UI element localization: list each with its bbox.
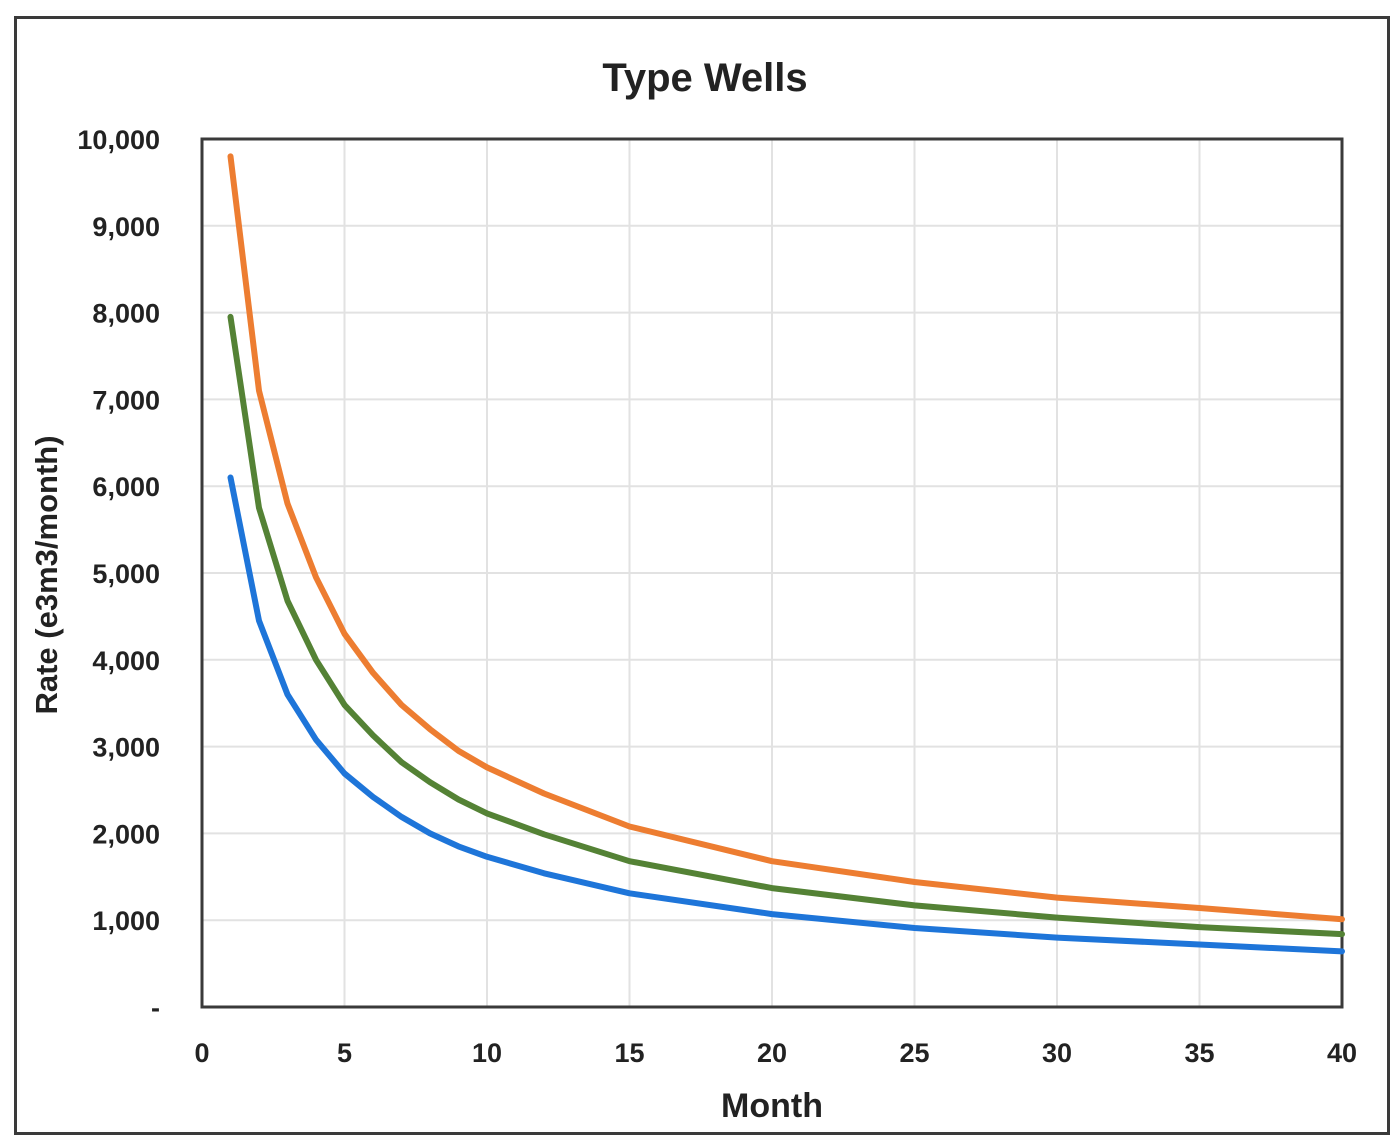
series-layer — [227, 153, 1345, 955]
y-tick-label: 2,000 — [92, 819, 160, 849]
y-tick-label: 7,000 — [92, 385, 160, 415]
series-line-2 — [227, 313, 1345, 938]
y-tick-label: 5,000 — [92, 559, 160, 589]
y-tick-label: 1,000 — [92, 906, 160, 936]
x-tick-label: 30 — [1042, 1038, 1072, 1068]
x-tick-label: 0 — [194, 1038, 209, 1068]
y-axis-label: Rate (e3m3/month) — [29, 435, 64, 714]
plot-border — [200, 137, 1344, 1009]
y-tick-label: 4,000 — [92, 646, 160, 676]
y-tick-label: - — [151, 993, 160, 1023]
y-tick-label: 10,000 — [77, 125, 160, 155]
series-line-1 — [227, 153, 1345, 923]
chart-title: Type Wells — [602, 56, 807, 100]
y-tick-label: 8,000 — [92, 299, 160, 329]
x-axis-label: Month — [721, 1087, 823, 1125]
x-tick-label: 5 — [337, 1038, 352, 1068]
tick-layer: - 1,000 2,000 3,000 4,000 5,000 6,000 7,000 8,00… — [77, 125, 1357, 1068]
chart-svg: - 1,000 2,000 3,000 4,000 5,000 6,000 7,000 8,00… — [29, 56, 1357, 1125]
x-tick-label: 10 — [472, 1038, 502, 1068]
x-tick-label: 15 — [614, 1038, 644, 1068]
x-tick-label: 40 — [1327, 1038, 1357, 1068]
x-tick-label: 20 — [757, 1038, 787, 1068]
y-tick-label: 3,000 — [92, 733, 160, 763]
y-tick-label: 9,000 — [92, 212, 160, 242]
grid-layer — [202, 139, 1342, 1007]
x-tick-label: 35 — [1184, 1038, 1214, 1068]
x-tick-label: 25 — [899, 1038, 929, 1068]
chart-frame: - 1,000 2,000 3,000 4,000 5,000 6,000 7,000 8,00… — [14, 16, 1390, 1135]
y-tick-label: 6,000 — [92, 472, 160, 502]
series-line-3 — [227, 474, 1345, 955]
